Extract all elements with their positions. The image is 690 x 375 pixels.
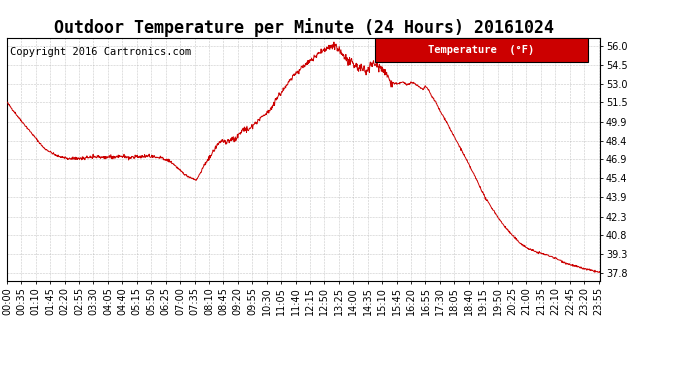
Text: Copyright 2016 Cartronics.com: Copyright 2016 Cartronics.com (10, 47, 191, 57)
Text: Temperature  (°F): Temperature (°F) (428, 45, 535, 55)
FancyBboxPatch shape (375, 38, 589, 62)
Title: Outdoor Temperature per Minute (24 Hours) 20161024: Outdoor Temperature per Minute (24 Hours… (54, 18, 553, 38)
